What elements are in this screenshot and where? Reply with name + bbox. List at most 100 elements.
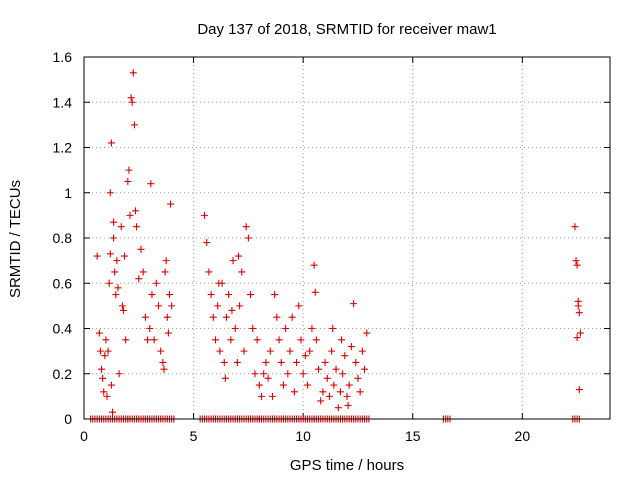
y-tick-label: 0.8 [53,230,73,246]
data-point [290,388,298,396]
data-point [247,291,255,299]
data-point [106,189,114,197]
data-point [207,291,215,299]
data-point [135,275,143,283]
data-point [152,279,160,287]
data-point [229,257,237,265]
data-point [106,250,114,258]
data-point [144,336,152,344]
data-point [262,358,270,366]
data-point [336,388,344,396]
data-point [295,302,303,310]
data-point [361,365,369,373]
data-point [209,313,217,321]
data-point [159,358,167,366]
data-point [127,94,135,102]
data-point [255,381,263,389]
data-point [264,374,272,382]
data-point [168,302,176,310]
data-point [286,347,294,355]
data-point [310,261,318,269]
data-point [96,347,104,355]
data-point [363,329,371,337]
y-tick-label: 1 [64,185,72,201]
data-point [110,218,118,226]
data-point [113,257,121,265]
data-point [282,325,290,332]
data-point [293,358,301,366]
data-point [228,306,236,314]
data-point [165,291,173,299]
data-point [275,336,283,344]
data-point [279,381,287,389]
data-point [315,365,323,373]
data-point [271,291,279,299]
data-point [93,252,101,260]
data-point [220,358,228,366]
data-point [105,279,113,287]
data-point [130,121,138,129]
data-point [137,245,145,253]
data-point [108,408,116,416]
data-point [100,388,108,396]
data-point [356,388,364,396]
data-point [225,291,233,299]
data-point [301,352,309,360]
data-point [576,329,584,337]
data-point [157,347,165,355]
data-point [332,365,340,373]
y-tick-label: 0 [64,411,72,427]
grid [84,57,610,419]
data-point [240,347,248,355]
data-point [129,69,137,77]
data-point [334,404,342,412]
data-point [95,329,103,337]
data-point [124,177,132,185]
data-point [343,392,351,400]
data-point [299,370,307,378]
y-tick-label: 0.6 [53,275,73,291]
data-point [121,252,129,260]
data-point [215,279,223,287]
data-point [141,313,149,321]
data-point [573,261,581,269]
data-point [201,211,209,219]
data-point [139,268,147,276]
data-point [258,392,266,400]
data-point [221,374,229,382]
data-point [160,365,168,373]
data-point [244,234,252,242]
data-point [147,180,155,188]
x-tick-label: 15 [405,428,421,444]
data-point [329,325,337,332]
data-point [216,347,224,355]
data-point [103,392,111,400]
data-point [330,381,338,389]
data-point [119,306,127,314]
data-point [572,257,580,265]
data-point [112,291,120,299]
data-point [352,358,360,366]
y-tick-label: 1.2 [53,140,73,156]
data-point [146,325,154,332]
data-point [117,223,125,231]
data-point [297,336,305,344]
data-point [260,370,268,378]
data-point [163,313,171,321]
data-point [358,347,366,355]
data-point [110,234,118,242]
x-tick-label: 10 [295,428,311,444]
data-point [128,98,136,106]
y-tick-label: 0.2 [53,366,73,382]
y-tick-label: 1.6 [53,49,73,65]
data-point [311,288,319,296]
data-point [571,223,579,231]
data-point [319,388,327,396]
data-point [115,370,123,378]
data-point [102,336,110,344]
y-axis-label: SRMTID / TECUs [7,180,24,298]
data-point [339,370,347,378]
data-point [107,139,115,147]
data-point [354,374,362,382]
data-point [125,166,133,174]
